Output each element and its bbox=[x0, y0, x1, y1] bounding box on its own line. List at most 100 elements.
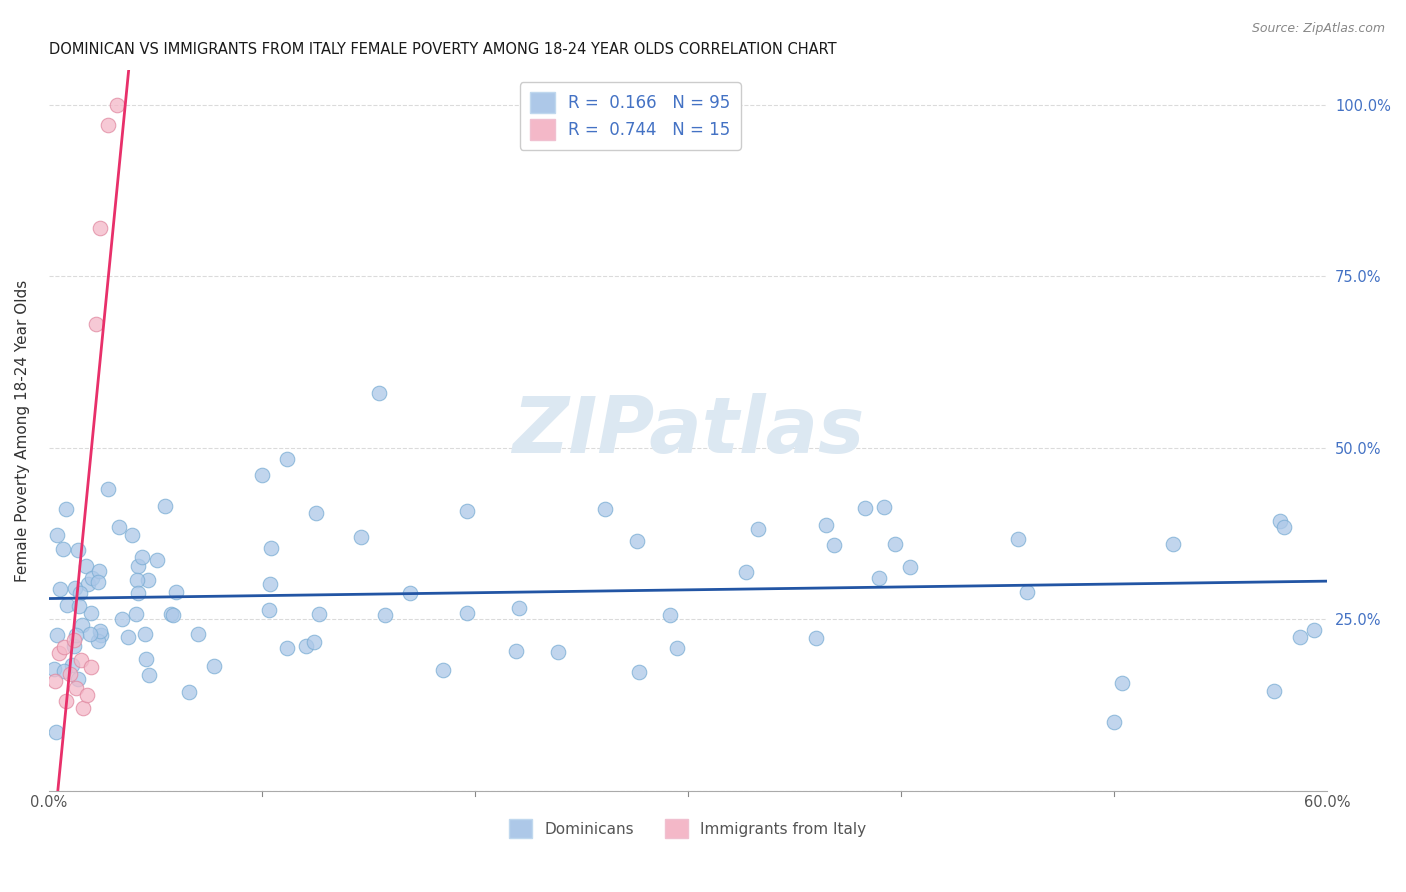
Point bbox=[505, 644, 527, 658]
Point bbox=[628, 665, 651, 680]
Point bbox=[374, 607, 396, 622]
Point bbox=[367, 385, 389, 400]
Point bbox=[135, 652, 157, 666]
Point bbox=[86, 574, 108, 589]
Point bbox=[111, 612, 134, 626]
Point bbox=[1263, 684, 1285, 698]
Point bbox=[45, 627, 67, 641]
Point bbox=[69, 653, 91, 667]
Point bbox=[44, 673, 66, 688]
Point bbox=[308, 607, 330, 621]
Point bbox=[1289, 631, 1312, 645]
Point bbox=[66, 543, 89, 558]
Point bbox=[63, 632, 86, 647]
Legend: Dominicans, Immigrants from Italy: Dominicans, Immigrants from Italy bbox=[503, 814, 872, 844]
Point bbox=[45, 724, 67, 739]
Point bbox=[77, 576, 100, 591]
Point bbox=[75, 559, 97, 574]
Point bbox=[52, 640, 75, 654]
Point bbox=[735, 565, 758, 579]
Point bbox=[72, 618, 94, 632]
Point bbox=[747, 523, 769, 537]
Point bbox=[1161, 537, 1184, 551]
Point bbox=[65, 681, 87, 695]
Point bbox=[59, 667, 82, 681]
Point bbox=[659, 607, 682, 622]
Point bbox=[127, 559, 149, 574]
Point bbox=[508, 601, 530, 615]
Point bbox=[66, 672, 89, 686]
Point bbox=[146, 552, 169, 566]
Point bbox=[86, 634, 108, 648]
Point bbox=[1015, 585, 1038, 599]
Point bbox=[1007, 532, 1029, 546]
Point bbox=[823, 539, 845, 553]
Point bbox=[134, 627, 156, 641]
Text: DOMINICAN VS IMMIGRANTS FROM ITALY FEMALE POVERTY AMONG 18-24 YEAR OLDS CORRELAT: DOMINICAN VS IMMIGRANTS FROM ITALY FEMAL… bbox=[49, 42, 837, 57]
Point bbox=[60, 657, 83, 672]
Point bbox=[45, 527, 67, 541]
Point bbox=[1302, 623, 1324, 637]
Point bbox=[90, 628, 112, 642]
Point bbox=[868, 571, 890, 585]
Point bbox=[108, 520, 131, 534]
Point bbox=[44, 662, 66, 676]
Point bbox=[853, 500, 876, 515]
Point bbox=[82, 571, 104, 585]
Point bbox=[105, 97, 128, 112]
Point bbox=[127, 585, 149, 599]
Point bbox=[456, 607, 478, 621]
Y-axis label: Female Poverty Among 18-24 Year Olds: Female Poverty Among 18-24 Year Olds bbox=[15, 279, 30, 582]
Point bbox=[302, 635, 325, 649]
Point bbox=[276, 452, 298, 467]
Point bbox=[153, 499, 176, 513]
Point bbox=[883, 537, 905, 551]
Point bbox=[131, 550, 153, 565]
Point bbox=[187, 627, 209, 641]
Point bbox=[595, 502, 617, 516]
Point bbox=[259, 541, 281, 556]
Point bbox=[55, 502, 77, 516]
Point bbox=[72, 701, 94, 715]
Point bbox=[63, 581, 86, 595]
Point bbox=[1268, 514, 1291, 528]
Point bbox=[84, 317, 107, 331]
Point bbox=[63, 639, 86, 653]
Point bbox=[165, 585, 187, 599]
Point bbox=[69, 586, 91, 600]
Point bbox=[295, 639, 318, 653]
Point bbox=[48, 647, 70, 661]
Point bbox=[121, 528, 143, 542]
Point bbox=[547, 645, 569, 659]
Point bbox=[125, 573, 148, 587]
Point bbox=[1111, 676, 1133, 690]
Point bbox=[305, 507, 328, 521]
Point bbox=[456, 504, 478, 518]
Point bbox=[52, 541, 75, 556]
Point bbox=[48, 582, 70, 596]
Point bbox=[259, 577, 281, 591]
Point bbox=[80, 606, 103, 620]
Point bbox=[97, 482, 120, 496]
Point bbox=[65, 628, 87, 642]
Point bbox=[177, 684, 200, 698]
Point bbox=[432, 663, 454, 677]
Text: Source: ZipAtlas.com: Source: ZipAtlas.com bbox=[1251, 22, 1385, 36]
Point bbox=[250, 468, 273, 483]
Point bbox=[53, 664, 76, 678]
Point bbox=[202, 659, 225, 673]
Text: ZIPatlas: ZIPatlas bbox=[512, 392, 863, 468]
Point bbox=[162, 608, 184, 623]
Point bbox=[97, 118, 120, 132]
Point bbox=[1102, 714, 1125, 729]
Point bbox=[136, 573, 159, 587]
Point bbox=[276, 640, 298, 655]
Point bbox=[257, 602, 280, 616]
Point bbox=[399, 586, 422, 600]
Point bbox=[814, 518, 837, 533]
Point bbox=[160, 607, 183, 622]
Point bbox=[89, 221, 111, 235]
Point bbox=[80, 660, 103, 674]
Point bbox=[67, 599, 90, 613]
Point bbox=[138, 668, 160, 682]
